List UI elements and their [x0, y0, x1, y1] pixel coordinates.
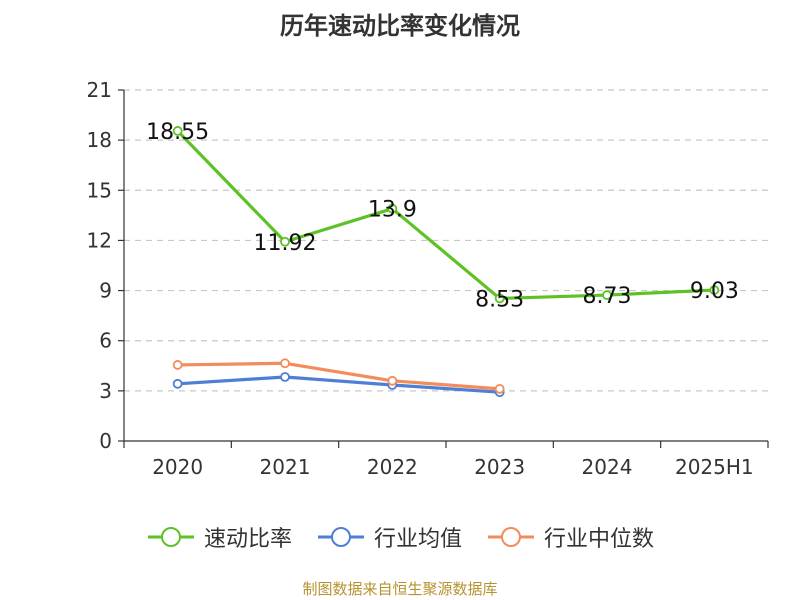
x-tick-label: 2024	[582, 455, 633, 479]
y-tick-label: 21	[87, 78, 112, 102]
data-point[interactable]	[494, 293, 505, 304]
legend-label: 行业均值	[373, 527, 462, 552]
data-point[interactable]	[172, 360, 183, 370]
axes: 0 3 6 9 12 15 18 21 2020 2021 2022 2023 2024 2025H1	[87, 78, 769, 479]
series-line-2	[177, 361, 500, 391]
data-label: 13.9	[368, 198, 417, 223]
y-tick-label: 15	[87, 178, 112, 202]
chart-title: 历年速动比率变化情况	[280, 12, 520, 40]
y-tick-label: 6	[99, 329, 112, 353]
grid-lines	[124, 89, 768, 392]
data-point[interactable]	[280, 372, 290, 382]
data-label: 8.53	[475, 287, 524, 312]
data-point[interactable]	[280, 358, 290, 369]
x-tick-label: 2023	[474, 455, 525, 479]
series-line-1	[177, 375, 500, 394]
data-label: 11.92	[254, 231, 317, 256]
data-point[interactable]	[709, 285, 720, 295]
series-lines	[172, 126, 720, 398]
data-point[interactable]	[280, 236, 290, 247]
legend-marker-icon	[147, 527, 194, 547]
y-tick-label: 12	[87, 228, 112, 252]
x-tick-label: 2022	[367, 455, 418, 479]
data-label: 18.55	[146, 120, 209, 145]
x-tick-label: 2025H1	[675, 455, 754, 479]
data-labels: 18.55 11.92 13.9 8.53 8.73 9.03	[146, 120, 739, 312]
source-note: 制图数据来自恒生聚源数据库	[302, 580, 498, 598]
series-line-0	[176, 129, 715, 301]
legend-item-2[interactable]: 行业中位数	[486, 521, 654, 553]
legend-marker-icon	[488, 527, 534, 547]
data-point[interactable]	[494, 383, 505, 394]
y-tick-label: 0	[99, 429, 112, 453]
legend-item-0[interactable]: 速动比率	[146, 521, 292, 553]
x-tick-label: 2020	[152, 455, 203, 479]
legend-label: 速动比率	[203, 527, 292, 552]
data-point[interactable]	[387, 203, 398, 214]
legend-label: 行业中位数	[544, 527, 655, 552]
y-tick-label: 18	[87, 128, 112, 152]
data-label: 8.73	[583, 284, 632, 309]
x-tick-label: 2021	[260, 455, 311, 479]
data-label: 9.03	[690, 279, 739, 304]
data-point[interactable]	[172, 126, 183, 136]
y-tick-label: 3	[99, 379, 112, 403]
data-point[interactable]	[602, 290, 612, 300]
legend: 速动比率 行业均值 行业中位数	[0, 520, 800, 554]
legend-marker-icon	[317, 527, 364, 547]
data-point[interactable]	[172, 378, 183, 389]
legend-item-1[interactable]: 行业均值	[316, 521, 462, 553]
data-point[interactable]	[387, 375, 398, 386]
y-tick-label: 9	[99, 279, 112, 303]
